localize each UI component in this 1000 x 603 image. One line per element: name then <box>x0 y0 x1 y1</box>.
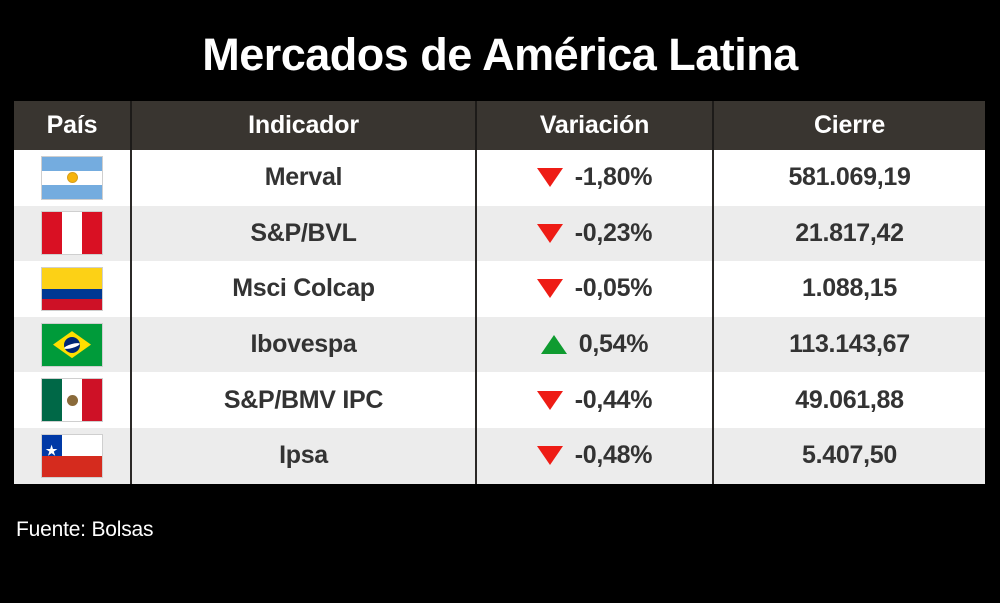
table-header: País Indicador Variación Cierre <box>14 101 985 150</box>
flag-argentina-icon <box>41 155 103 200</box>
indicator-cell: Merval <box>131 150 477 206</box>
close-cell: 21.817,42 <box>795 218 904 247</box>
close-cell: 5.407,50 <box>802 441 897 470</box>
variation-value: -0,23% <box>574 218 653 247</box>
table-row: Merval -1,80% 581.069,19 <box>14 150 985 206</box>
column-header-variacion: Variación <box>476 101 714 150</box>
indicator-cell: S&P/BVL <box>131 205 477 262</box>
variation-cell: -1,80% <box>476 150 714 206</box>
variation-cell: -0,23% <box>476 205 714 262</box>
source-note: Fuente: Bolsas <box>16 518 154 541</box>
table-header-row: País Indicador Variación Cierre <box>14 101 985 150</box>
country-cell <box>14 150 132 206</box>
flag-peru-icon <box>41 211 103 256</box>
flag-chile-icon <box>41 433 103 478</box>
indicator-cell: Msci Colcap <box>131 261 477 317</box>
variation-cell: -0,44% <box>476 372 714 428</box>
country-cell <box>14 372 132 428</box>
triangle-up-icon <box>540 335 567 355</box>
flag-brasil-icon <box>41 322 103 367</box>
table-row: Msci Colcap -0,05% 1.088,15 <box>14 261 985 317</box>
variation-value: -0,48% <box>574 441 653 470</box>
indicator-cell: Ipsa <box>131 427 477 484</box>
flag-mexico-icon <box>41 378 103 423</box>
triangle-down-icon <box>536 168 563 188</box>
column-header-indicador: Indicador <box>131 101 477 150</box>
variation-cell: -0,05% <box>476 261 714 317</box>
column-header-cierre: Cierre <box>813 111 886 139</box>
close-cell: 581.069,19 <box>788 163 911 192</box>
triangle-down-icon <box>536 446 563 466</box>
markets-table: País Indicador Variación Cierre Merval -… <box>14 101 985 484</box>
table-row: S&P/BMV IPC -0,44% 49.061,88 <box>14 372 985 428</box>
table-row: S&P/BVL -0,23% 21.817,42 <box>14 205 985 262</box>
flag-colombia-icon <box>41 266 103 311</box>
variation-value: 0,54% <box>578 330 649 359</box>
variation-value: -0,44% <box>574 385 653 414</box>
country-cell <box>14 205 132 262</box>
column-header-pais: País <box>14 101 132 150</box>
variation-cell: 0,54% <box>476 316 714 373</box>
country-cell <box>14 261 132 317</box>
table-row: Ipsa -0,48% 5.407,50 <box>14 427 985 484</box>
variation-value: -1,80% <box>574 163 653 192</box>
country-cell <box>14 427 132 484</box>
triangle-down-icon <box>536 223 563 243</box>
close-cell: 49.061,88 <box>795 385 904 414</box>
table-row: Ibovespa 0,54% 113.143,67 <box>14 316 985 373</box>
page-title: Mercados de América Latina <box>202 29 798 80</box>
close-cell: 113.143,67 <box>789 330 910 359</box>
variation-cell: -0,48% <box>476 427 714 484</box>
indicator-cell: S&P/BMV IPC <box>131 372 477 428</box>
country-cell <box>14 316 132 373</box>
variation-value: -0,05% <box>574 274 653 303</box>
indicator-cell: Ibovespa <box>131 316 477 373</box>
triangle-down-icon <box>536 390 563 410</box>
close-cell: 1.088,15 <box>802 274 897 303</box>
triangle-down-icon <box>536 279 563 299</box>
table-body: Merval -1,80% 581.069,19 S&P/BVL <box>14 150 985 484</box>
